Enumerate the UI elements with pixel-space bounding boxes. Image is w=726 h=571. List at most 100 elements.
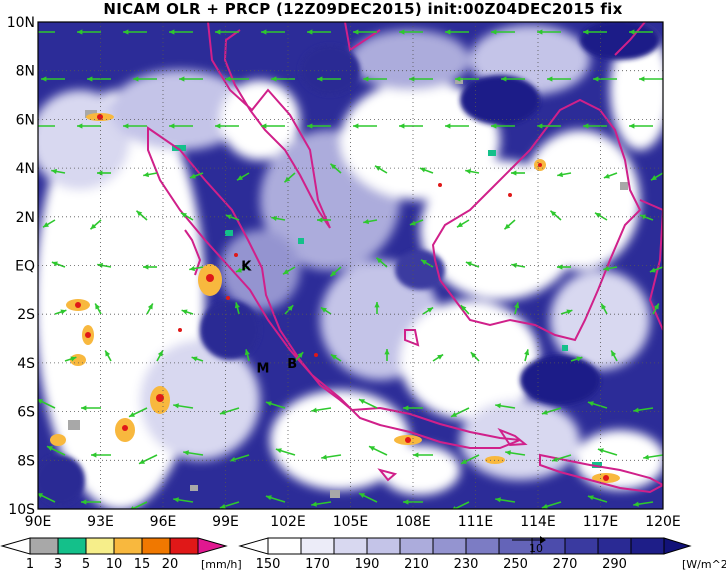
wind-arrow	[81, 499, 101, 505]
wind-arrow	[94, 303, 102, 315]
olr-colorbar-min-arrow	[238, 537, 269, 555]
wind-arrow	[143, 264, 157, 270]
wind-arrow	[133, 76, 157, 82]
wind-arrow	[261, 123, 285, 129]
wind-arrow	[215, 123, 239, 129]
lat-tick-label: 4S	[17, 356, 35, 372]
lon-tick-label: 93E	[87, 514, 114, 530]
wind-arrow	[320, 306, 332, 315]
map-title: NICAM OLR + PRCP (12Z09DEC2015) init:00Z…	[103, 0, 623, 18]
wind-arrow	[460, 304, 470, 315]
olr-swatch	[432, 537, 467, 555]
lon-tick-label: 108E	[395, 514, 431, 530]
wind-arrow	[128, 407, 148, 418]
wind-arrow	[603, 172, 618, 179]
wind-arrow	[557, 171, 572, 178]
lon-tick-label: 111E	[458, 514, 494, 530]
precip-colorbar-label: 5	[82, 557, 90, 571]
wind-arrow	[399, 123, 423, 129]
wind-arrow	[495, 403, 516, 409]
lon-tick-label: 105E	[333, 514, 369, 530]
wind-arrow	[633, 407, 654, 413]
wind-arrow	[307, 29, 331, 35]
wind-arrow	[557, 264, 571, 270]
wind-arrow	[215, 29, 239, 35]
wind-arrow	[374, 302, 380, 314]
map-frame	[37, 21, 664, 510]
lon-tick-label: 99E	[212, 514, 239, 530]
precip-colorbar-label: 10	[106, 557, 123, 571]
olr-colorbar-label: 250	[503, 557, 528, 571]
wind-arrow	[593, 76, 617, 82]
wind-arrow	[330, 353, 342, 362]
wind-arrow	[244, 349, 250, 362]
lat-tick-label: 10S	[8, 502, 35, 518]
longitude-labels: 90E 93E 96E 99E 102E 105E 108E 111E 114E 117E 120E	[25, 514, 681, 530]
wind-arrow	[97, 262, 112, 269]
wind-arrow	[283, 172, 296, 183]
wind-arrow	[87, 76, 111, 82]
lat-tick-label: 4N	[16, 161, 35, 177]
wind-arrow	[104, 350, 112, 362]
wind-arrow	[549, 210, 562, 221]
wind-arrow	[652, 303, 660, 315]
wind-arrow	[130, 501, 148, 509]
wind-arrow	[317, 217, 331, 223]
wind-arrow	[384, 349, 390, 361]
olr-colorbar-label: 150	[256, 557, 281, 571]
wind-arrow	[432, 353, 444, 362]
wind-arrow	[189, 172, 204, 179]
wind-arrow	[456, 219, 470, 228]
wind-arrow	[445, 123, 469, 129]
olr-colorbar-label: 190	[355, 557, 380, 571]
wind-arrow	[64, 356, 77, 362]
wind-arrow	[537, 123, 561, 129]
wind-arrow	[294, 351, 304, 362]
wind-arrow	[234, 302, 240, 315]
olr-unit-label: [W/m^2]	[682, 558, 726, 571]
olr-swatch	[597, 537, 632, 555]
wind-arrow	[271, 215, 286, 222]
wind-arrow	[307, 123, 331, 129]
wind-arrow	[169, 29, 193, 35]
wind-arrow	[77, 123, 101, 129]
wind-arrow	[629, 29, 653, 35]
precip-colorbar-label: 20	[162, 557, 179, 571]
wind-arrow	[537, 29, 561, 35]
wind-arrow	[271, 76, 295, 82]
wind-arrow	[375, 257, 388, 268]
wind-arrow	[146, 303, 154, 315]
lat-tick-label: 8N	[16, 64, 35, 80]
wind-arrow	[363, 218, 378, 225]
wind-arrow	[179, 76, 203, 82]
precip-swatch	[113, 537, 143, 555]
wind-arrow	[275, 448, 296, 456]
wind-arrow	[419, 167, 434, 174]
wind-arrow	[189, 265, 204, 272]
wind-arrow	[445, 29, 469, 35]
wind-arrow	[639, 76, 663, 82]
wind-arrow	[514, 302, 520, 315]
lat-tick-label: 2S	[17, 307, 35, 323]
olr-swatch	[300, 537, 335, 555]
wind-arrow	[524, 349, 530, 362]
lat-tick-label: 6N	[16, 112, 35, 128]
wind-arrow	[81, 405, 101, 411]
precip-unit-label: [mm/h]	[201, 558, 242, 571]
wind-arrow	[541, 501, 562, 509]
wind-arrow	[368, 445, 388, 456]
wind-arrow	[403, 405, 423, 411]
wind-arrow	[321, 454, 342, 460]
wind-arrow	[173, 403, 194, 409]
wind-arrow	[643, 454, 663, 460]
wind-arrow	[51, 261, 66, 268]
precip-swatch	[169, 537, 199, 555]
wind-arrow	[495, 497, 516, 503]
olr-swatch	[399, 537, 434, 555]
wind-arrow	[311, 407, 332, 413]
wind-arrow	[123, 29, 147, 35]
wind-arrow	[587, 495, 608, 503]
wind-arrow	[570, 356, 583, 362]
wind-arrow	[501, 76, 525, 82]
